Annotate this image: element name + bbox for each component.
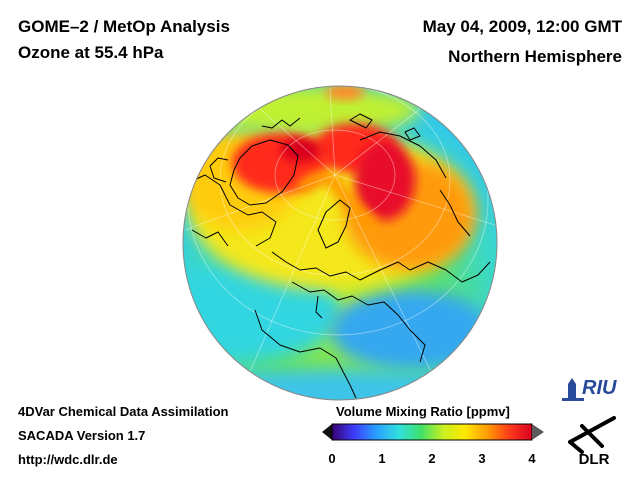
riu-logo: RIU [562, 377, 617, 401]
product-title: GOME–2 / MetOp Analysis [18, 17, 230, 36]
colorbar-tick-4: 4 [528, 451, 536, 466]
coastlines [189, 113, 491, 399]
region-label: Northern Hemisphere [448, 47, 622, 66]
dlr-logo-text: DLR [579, 451, 610, 468]
ozone-field [183, 86, 497, 400]
riu-logo-text: RIU [582, 377, 617, 399]
colorbar [322, 423, 544, 441]
colorbar-tick-3: 3 [478, 451, 486, 466]
colorbar-tick-1: 1 [378, 451, 386, 466]
footer-version: SACADA Version 1.7 [18, 428, 146, 443]
colorbar-scale [331, 423, 533, 441]
date-time: May 04, 2009, 12:00 GMT [422, 17, 622, 36]
colorbar-tick-2: 2 [428, 451, 436, 466]
globe-outline [182, 85, 498, 401]
colorbar-title: Volume Mixing Ratio [ppmv] [336, 404, 510, 419]
colorbar-under-arrow [322, 424, 332, 440]
variable-title: Ozone at 55.4 hPa [18, 43, 164, 62]
footer-method: 4DVar Chemical Data Assimilation [18, 404, 229, 419]
colorbar-tick-0: 0 [328, 451, 336, 466]
dlr-logo: DLR [568, 416, 616, 468]
footer-url: http://wdc.dlr.de [18, 452, 118, 467]
colorbar-over-arrow [532, 424, 544, 440]
